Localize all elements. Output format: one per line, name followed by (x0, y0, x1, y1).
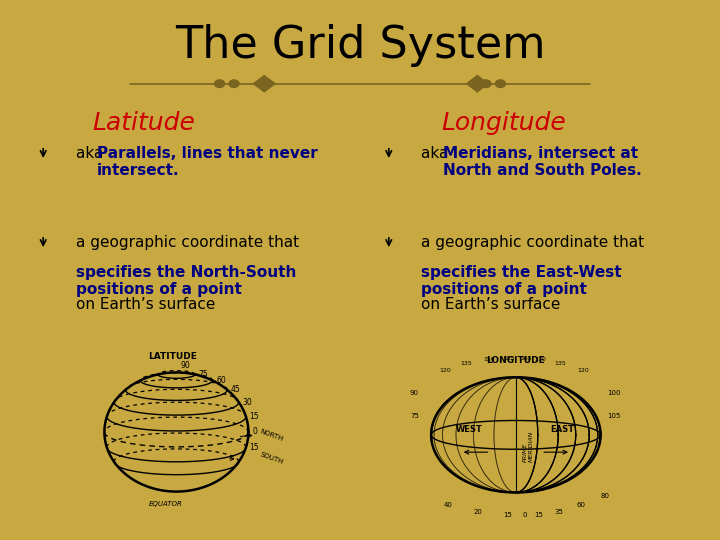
Text: 40: 40 (444, 502, 453, 508)
Circle shape (481, 80, 491, 87)
Text: 90: 90 (180, 361, 190, 370)
Circle shape (215, 80, 225, 87)
Text: 120: 120 (577, 368, 588, 373)
Circle shape (229, 80, 239, 87)
Text: a geographic coordinate that: a geographic coordinate that (421, 235, 644, 250)
Text: aka: aka (76, 146, 108, 161)
Text: 135: 135 (461, 361, 472, 366)
Text: 165: 165 (520, 356, 531, 361)
Text: 45: 45 (231, 386, 240, 394)
Text: a geographic coordinate that: a geographic coordinate that (76, 235, 299, 250)
Text: 0: 0 (252, 428, 257, 436)
Text: on Earth’s surface: on Earth’s surface (76, 297, 215, 312)
Text: 60: 60 (216, 376, 226, 385)
Text: 100: 100 (608, 389, 621, 396)
Circle shape (495, 80, 505, 87)
Text: 120: 120 (440, 368, 451, 373)
Text: 150: 150 (484, 357, 495, 362)
Text: specifies the East-West
positions of a point: specifies the East-West positions of a p… (421, 265, 622, 297)
Text: The Grid System: The Grid System (175, 24, 545, 68)
Polygon shape (253, 76, 275, 92)
Text: Parallels, lines that never
intersect.: Parallels, lines that never intersect. (97, 146, 318, 178)
Text: 15: 15 (534, 512, 544, 518)
Text: 90: 90 (410, 389, 419, 396)
Text: 35: 35 (554, 509, 563, 515)
Text: 135: 135 (554, 361, 566, 366)
Text: Latitude: Latitude (93, 111, 195, 134)
Text: NORTH: NORTH (259, 428, 284, 442)
Text: 15: 15 (503, 512, 512, 518)
Text: aka: aka (421, 146, 454, 161)
Text: 20: 20 (474, 509, 482, 515)
Text: Meridians, intersect at
North and South Poles.: Meridians, intersect at North and South … (443, 146, 642, 178)
Text: 75: 75 (410, 413, 419, 418)
Text: 60: 60 (577, 502, 586, 508)
Text: 75: 75 (199, 370, 208, 379)
Text: 15: 15 (250, 443, 259, 452)
Text: PRIME
MERIDIAN: PRIME MERIDIAN (523, 431, 534, 462)
Text: 170: 170 (534, 357, 546, 362)
Text: on Earth’s surface: on Earth’s surface (421, 297, 561, 312)
Polygon shape (467, 76, 488, 92)
Text: EAST: EAST (551, 425, 575, 434)
Text: 155: 155 (503, 356, 515, 361)
Text: LONGITUDE: LONGITUDE (487, 356, 545, 365)
Text: Longitude: Longitude (441, 111, 567, 134)
Text: 0: 0 (523, 512, 527, 518)
Text: 105: 105 (608, 413, 621, 418)
Text: 15: 15 (250, 412, 259, 421)
Text: 80: 80 (600, 493, 610, 500)
Text: specifies the North-South
positions of a point: specifies the North-South positions of a… (76, 265, 296, 297)
Text: SOUTH: SOUTH (259, 452, 284, 466)
Text: WEST: WEST (456, 425, 482, 434)
Text: EQUATOR: EQUATOR (148, 502, 183, 508)
Text: LATITUDE: LATITUDE (148, 352, 197, 361)
Text: 30: 30 (243, 397, 252, 407)
